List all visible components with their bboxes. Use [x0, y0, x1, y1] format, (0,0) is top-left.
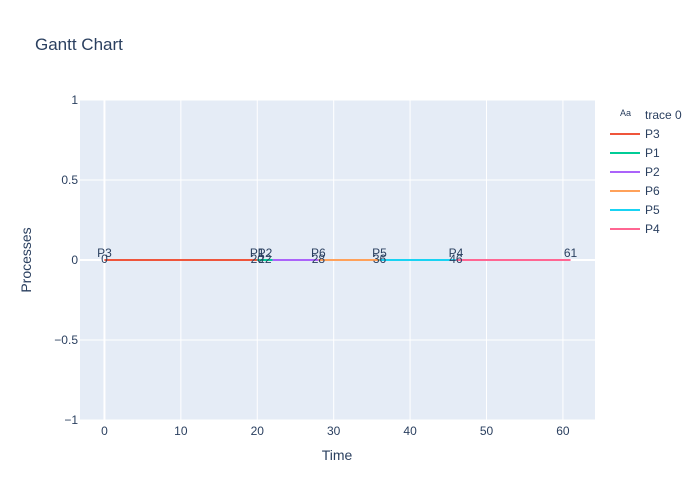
x-tick-label: 20 [251, 424, 265, 438]
annotation-time-label: 20 [251, 252, 265, 266]
legend-entry-p4: P4 [645, 222, 660, 236]
y-tick-label: 1 [71, 93, 78, 107]
x-axis-ticks: 0 10 20 30 40 50 60 [101, 424, 570, 438]
legend-entry-p5: P5 [645, 203, 660, 217]
y-axis-ticks: 1 0.5 0 −0.5 −1 [54, 93, 78, 427]
annotation-time-label: 28 [312, 252, 326, 266]
annotation-time-label: 36 [373, 252, 387, 266]
x-tick-label: 10 [174, 424, 188, 438]
legend-entry-trace: trace 0 [645, 108, 682, 122]
y-tick-label: 0.5 [61, 173, 78, 187]
annotation-process-label: P2 [258, 246, 273, 260]
legend[interactable]: Aa trace 0 P3 P1 P2 P6 P5 P4 [610, 108, 682, 236]
annotation-time-label: 22 [258, 252, 272, 266]
x-axis-title: Time [322, 447, 353, 463]
x-tick-label: 30 [327, 424, 341, 438]
annotation-process-label: P3 [97, 246, 112, 260]
annotation-process-label: P1 [250, 246, 265, 260]
annotation-process-label: P4 [449, 246, 464, 260]
legend-entry-p2: P2 [645, 165, 660, 179]
annotation-time-label: 46 [449, 252, 463, 266]
y-tick-label: −0.5 [54, 333, 78, 347]
annotation-time-label: 61 [564, 246, 578, 260]
chart-title: Gantt Chart [35, 35, 123, 54]
annotation-process-label: P5 [372, 246, 387, 260]
y-axis-title: Processes [18, 227, 34, 292]
annotation-process-label: P6 [311, 246, 326, 260]
legend-entry-p1: P1 [645, 146, 660, 160]
x-tick-label: 40 [403, 424, 417, 438]
legend-entry-p6: P6 [645, 184, 660, 198]
legend-entry-p3: P3 [645, 127, 660, 141]
annotation-time-label: 0 [101, 252, 108, 266]
y-tick-label: −1 [64, 413, 78, 427]
x-tick-label: 50 [480, 424, 494, 438]
legend-text-symbol: Aa [620, 108, 631, 118]
x-tick-label: 60 [556, 424, 570, 438]
y-tick-label: 0 [71, 253, 78, 267]
x-tick-label: 0 [101, 424, 108, 438]
